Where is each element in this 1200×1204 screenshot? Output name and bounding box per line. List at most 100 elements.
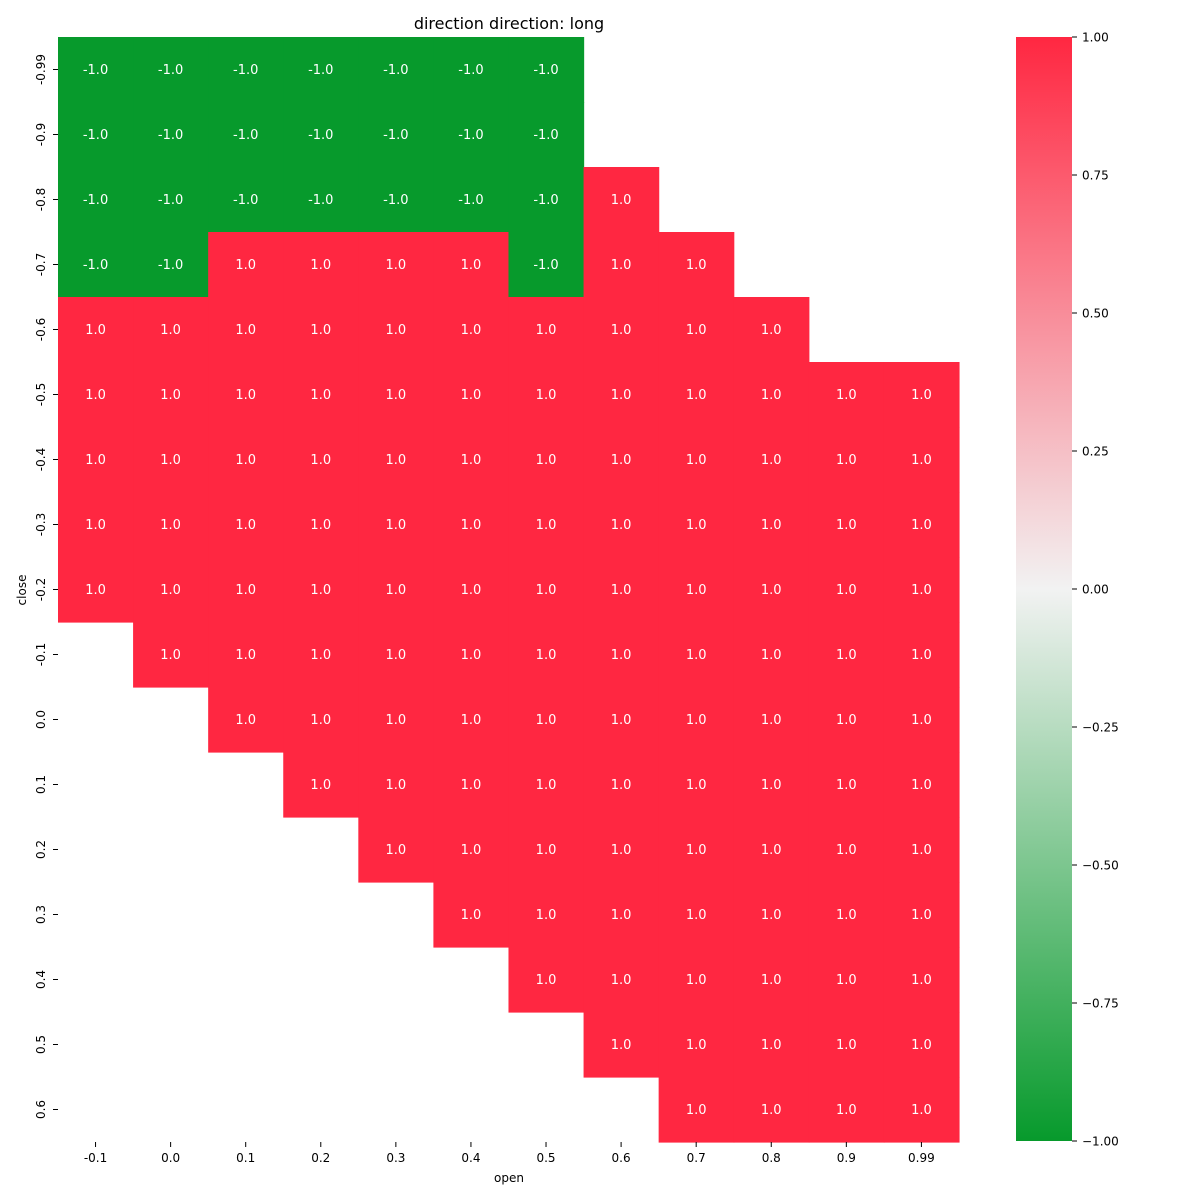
heatmap-cell: [133, 557, 209, 623]
heatmap-cell: [658, 947, 735, 1013]
heatmap-cell-labels: -1.0 -1.0 -1.0 -1.0 -1.0 -1.0 -1.0 -1.0 -1.0 -1.0…: [83, 63, 932, 1118]
heatmap-cell: [508, 37, 585, 103]
heatmap-cell: [733, 1012, 810, 1078]
cell-value-label: 1.0: [235, 518, 256, 533]
heatmap-cell: [583, 362, 660, 428]
heatmap-cell: [358, 102, 434, 168]
cell-value-label: 1.0: [461, 583, 482, 598]
heatmap-cell: [883, 1012, 960, 1078]
cell-value-label: 1.0: [761, 648, 782, 663]
y-tick-label: 0.3: [34, 905, 48, 924]
heatmap-cell: [883, 817, 960, 883]
heatmap-cell: [358, 362, 434, 428]
heatmap-cell: [433, 687, 510, 753]
colorbar-tick-label: −1.00: [1082, 1135, 1119, 1149]
cell-value-label: 1.0: [536, 973, 557, 988]
y-tick-label: -0.4: [34, 448, 48, 471]
heatmap-cell: [583, 167, 660, 233]
heatmap-cell: [283, 492, 359, 558]
heatmap-cell: [733, 557, 810, 623]
y-tick-label: 0.5: [34, 1035, 48, 1054]
cell-value-label: 1.0: [686, 713, 707, 728]
heatmap-cell: [583, 947, 660, 1013]
heatmap-cell: [283, 37, 359, 103]
x-tick-label: 0.2: [311, 1151, 330, 1165]
cell-value-label: 1.0: [611, 583, 632, 598]
cell-value-label: 1.0: [310, 323, 331, 338]
colorbar-gradient: [1016, 37, 1072, 1141]
heatmap-cell: [208, 492, 284, 558]
heatmap-cell: [508, 232, 585, 298]
heatmap-cell: [208, 102, 284, 168]
cell-value-label: 1.0: [611, 1038, 632, 1053]
heatmap-cell: [658, 362, 735, 428]
cell-value-label: 1.0: [386, 843, 407, 858]
heatmap-cell: [58, 232, 134, 298]
heatmap-cell: [883, 557, 960, 623]
cell-value-label: 1.0: [911, 388, 932, 403]
y-tick-label: -0.2: [34, 578, 48, 601]
cell-value-label: -1.0: [458, 63, 483, 78]
y-tick-label: -0.99: [34, 54, 48, 85]
y-tick-label: -0.1: [34, 643, 48, 666]
y-tick-label: 0.6: [34, 1100, 48, 1119]
heatmap-cell: [658, 427, 735, 493]
cell-value-label: 1.0: [836, 713, 857, 728]
cell-value-label: 1.0: [85, 453, 106, 468]
heatmap-cell: [133, 232, 209, 298]
cell-value-label: -1.0: [533, 193, 558, 208]
cell-value-label: -1.0: [233, 128, 258, 143]
cell-value-label: -1.0: [383, 128, 408, 143]
x-tick-label: 0.7: [687, 1151, 706, 1165]
cell-value-label: 1.0: [235, 258, 256, 273]
heatmap-cell: [283, 232, 359, 298]
heatmap-cell: [733, 297, 810, 363]
heatmap-cell: [733, 1077, 810, 1143]
heatmap-cell: [283, 297, 359, 363]
cell-value-label: -1.0: [158, 193, 183, 208]
cell-value-label: 1.0: [686, 583, 707, 598]
heatmap-cell: [508, 947, 585, 1013]
cell-value-label: 1.0: [911, 843, 932, 858]
colorbar-tick-label: 0.00: [1082, 583, 1109, 597]
heatmap-cell: [583, 817, 660, 883]
cell-value-label: 1.0: [386, 518, 407, 533]
heatmap-cell: [733, 687, 810, 753]
heatmap-cell: [508, 817, 585, 883]
cell-value-label: 1.0: [386, 453, 407, 468]
heatmap-cell: [58, 297, 134, 363]
heatmap-cell: [808, 427, 885, 493]
cell-value-label: 1.0: [235, 388, 256, 403]
heatmap-cell: [583, 687, 660, 753]
x-tick-label: 0.6: [612, 1151, 631, 1165]
cell-value-label: 1.0: [836, 583, 857, 598]
cell-value-label: 1.0: [911, 1038, 932, 1053]
heatmap-cell: [733, 362, 810, 428]
cell-value-label: -1.0: [83, 193, 108, 208]
cell-value-label: 1.0: [235, 648, 256, 663]
heatmap-cell: [433, 102, 510, 168]
x-tick-label: 0.0: [161, 1151, 180, 1165]
heatmap-cell: [433, 882, 510, 948]
heatmap-cell: [658, 297, 735, 363]
heatmap-cell: [208, 622, 284, 688]
cell-value-label: 1.0: [85, 518, 106, 533]
heatmap-cell: [883, 622, 960, 688]
heatmap-cell: [433, 427, 510, 493]
heatmap-cell: [808, 882, 885, 948]
colorbar-tick-label: 1.00: [1082, 31, 1109, 45]
cell-value-label: 1.0: [686, 388, 707, 403]
cell-value-label: 1.0: [836, 973, 857, 988]
heatmap-cell: [208, 427, 284, 493]
cell-value-label: 1.0: [836, 388, 857, 403]
heatmap-cell: [358, 687, 434, 753]
cell-value-label: 1.0: [611, 258, 632, 273]
cell-value-label: 1.0: [536, 908, 557, 923]
cell-value-label: 1.0: [761, 518, 782, 533]
heatmap-cell: [508, 882, 585, 948]
heatmap-cell: [658, 492, 735, 558]
cell-value-label: 1.0: [911, 453, 932, 468]
cell-value-label: 1.0: [310, 583, 331, 598]
heatmap-cell: [58, 427, 134, 493]
